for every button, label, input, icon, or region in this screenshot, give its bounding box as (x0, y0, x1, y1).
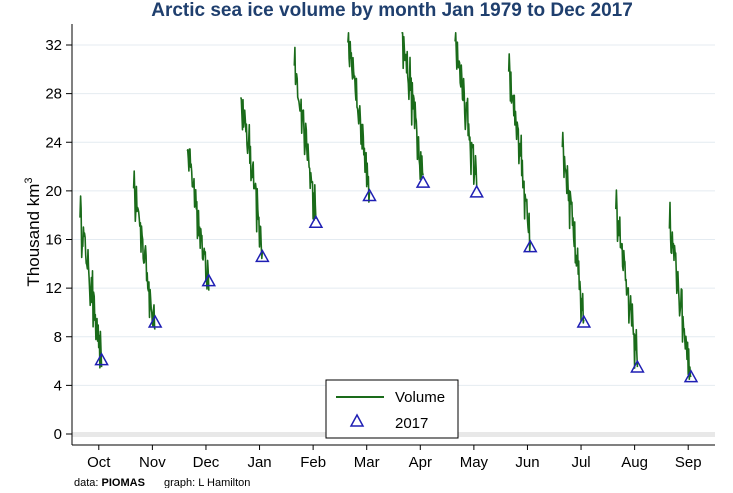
marker-2017-oct (94, 352, 109, 366)
x-tick-label: Jun (515, 454, 539, 471)
volume-line-jun (507, 53, 532, 252)
source-note-label: data: (74, 477, 98, 488)
x-tick-label: May (460, 454, 489, 471)
chart-title: Arctic sea ice volume by month Jan 1979 … (151, 0, 633, 21)
x-tick-label: Dec (193, 454, 220, 471)
x-tick-label: Sep (675, 454, 702, 471)
x-tick-label: Apr (409, 454, 432, 471)
y-axis-label: Thousand km3 (23, 177, 43, 286)
y-axis-label-superscript: 3 (23, 177, 35, 183)
marker-2017-aug (630, 359, 645, 373)
marker-2017-jan (255, 248, 270, 263)
source-note-name: PIOMAS (102, 477, 145, 488)
x-tick-label: Feb (300, 454, 326, 471)
x-tick-label: Aug (621, 454, 648, 471)
y-tick-label: 20 (45, 183, 62, 200)
volume-line-apr (401, 31, 424, 180)
x-tick-label: Nov (139, 454, 166, 471)
y-tick-label: 8 (54, 329, 62, 346)
volume-line-jan (240, 97, 264, 260)
x-tick-label: Oct (87, 454, 111, 471)
marker-2017-may (469, 184, 484, 198)
marker-2017-jul (576, 314, 592, 328)
y-axis-label-text: Thousand km (24, 184, 43, 287)
series-layer (79, 31, 692, 381)
axis-layer: 0 4 8 12 16 20 24 28 32 Oct Nov Dec Jan Feb Mar Apr May J… (45, 24, 715, 471)
volume-line-dec (186, 148, 210, 291)
marker-2017-jun (522, 239, 538, 253)
x-tick-label: Mar (354, 454, 380, 471)
y-tick-label: 12 (45, 280, 62, 297)
legend: Volume 2017 (325, 379, 459, 439)
volume-line-feb (293, 46, 317, 221)
y-tick-label: 32 (45, 37, 62, 54)
marker-2017-feb (308, 214, 324, 229)
volume-line-oct (79, 195, 103, 369)
y-tick-label: 4 (54, 377, 62, 394)
marker-2017-dec (201, 273, 217, 287)
volume-line-may (454, 31, 478, 187)
marker-2017-mar (362, 188, 377, 202)
legend-label-volume: Volume (395, 389, 445, 406)
plot-area (72, 24, 715, 445)
volume-line-mar (347, 31, 371, 203)
marker-layer (94, 174, 699, 383)
legend-marker-swatch (349, 413, 365, 427)
x-tick-label: Jul (571, 454, 590, 471)
legend-box (325, 379, 459, 439)
volume-line-aug (615, 189, 639, 369)
y-tick-label: 24 (45, 134, 62, 151)
legend-label-2017: 2017 (395, 415, 428, 432)
grid-layer (72, 24, 715, 445)
x-tick-label: Jan (247, 454, 271, 471)
marker-2017-sep (683, 369, 699, 383)
source-note: data: PIOMAS (74, 477, 145, 488)
marker-2017-nov (147, 314, 163, 328)
volume-line-nov (132, 170, 156, 330)
marker-2017-apr (415, 174, 431, 188)
volume-line-jul (561, 131, 585, 324)
y-tick-label: 28 (45, 86, 62, 103)
y-tick-label: 0 (54, 426, 62, 443)
credit-note: graph: L Hamilton (164, 477, 250, 488)
y-tick-label: 16 (45, 232, 62, 249)
volume-line-sep (668, 201, 692, 381)
